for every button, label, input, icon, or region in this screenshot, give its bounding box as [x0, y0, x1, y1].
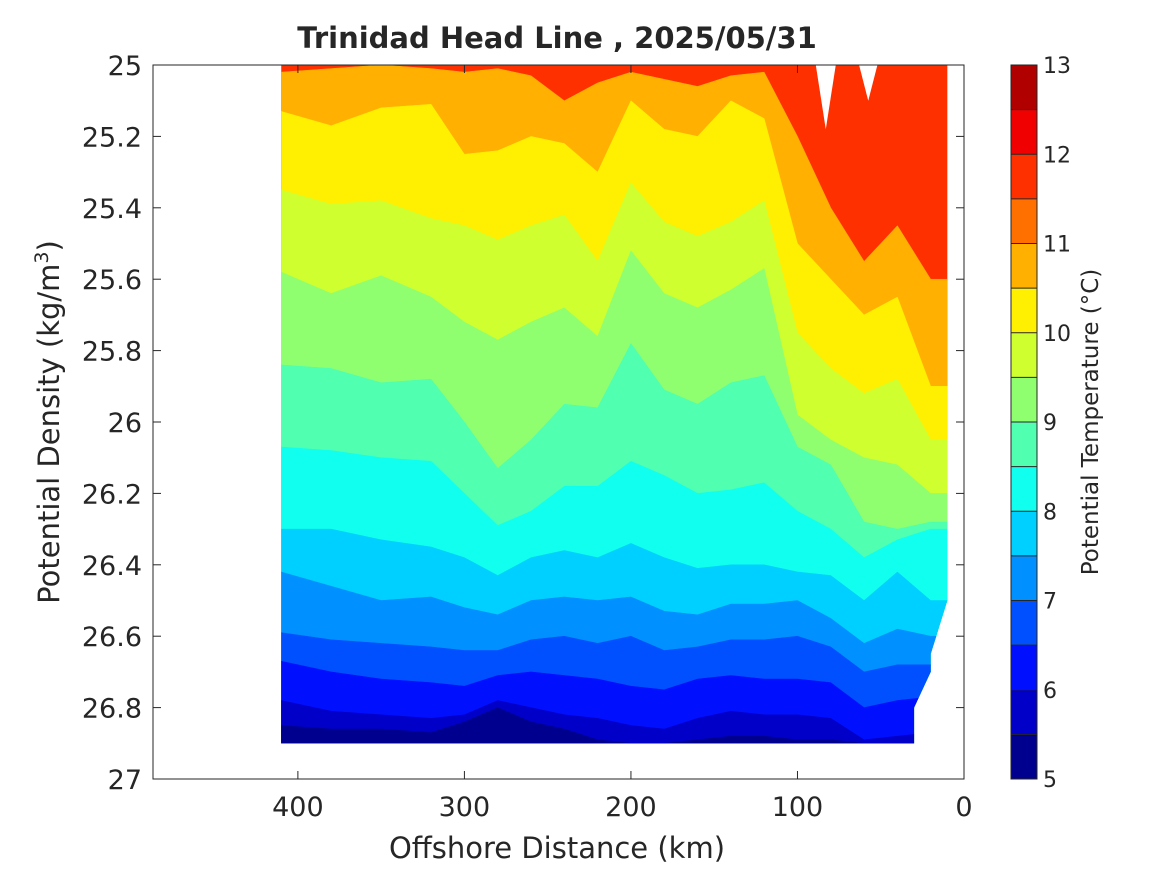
data-gap-2	[859, 65, 878, 101]
y-tick-label: 26.4	[82, 551, 142, 582]
y-axis-label-superscript: 3	[31, 251, 53, 263]
colorbar-segment	[1011, 288, 1037, 333]
colorbar-segment	[1011, 243, 1037, 289]
y-tick-label: 26.2	[82, 479, 142, 510]
colorbar-tick-label: 5	[1043, 768, 1057, 793]
colorbar-segment	[1011, 600, 1037, 646]
data-gap-1	[815, 65, 836, 130]
y-tick-label: 26.8	[82, 694, 142, 725]
colorbar-segment	[1011, 511, 1037, 556]
x-axis-label: Offshore Distance (km)	[389, 831, 725, 865]
colorbar-tick-label: 10	[1043, 322, 1071, 347]
colorbar-tick-label: 13	[1043, 54, 1071, 79]
y-tick-label: 25.8	[82, 337, 142, 368]
colorbar: 5 6 7 8 9 10 11 12 13	[1010, 54, 1071, 793]
y-tick-label: 25	[108, 51, 142, 82]
colorbar-segment	[1011, 154, 1037, 199]
colorbar-tick-label: 7	[1043, 590, 1057, 615]
y-axis-label-main: Potential Density (kg/m	[32, 264, 66, 604]
y-tick-label: 25.6	[82, 265, 142, 296]
colorbar-segment	[1011, 645, 1037, 690]
colorbar-segment	[1011, 555, 1037, 601]
colorbar-segment	[1011, 332, 1037, 378]
y-tick-label: 27	[108, 765, 142, 796]
missing-data-gaps	[815, 65, 878, 130]
y-tick-label: 26	[108, 408, 142, 439]
contour-band-5-5	[281, 707, 948, 744]
colorbar-segment	[1011, 65, 1037, 110]
colorbar-label: Potential Temperature (°C)	[1078, 269, 1104, 576]
colorbar-segment	[1011, 734, 1037, 779]
colorbar-segment	[1011, 377, 1037, 422]
y-tick-label: 25.2	[82, 122, 142, 153]
contour-fill-layer	[281, 65, 948, 744]
colorbar-segment	[1011, 109, 1037, 155]
colorbar-tick-label: 8	[1043, 500, 1057, 525]
y-tick-label: 25.4	[82, 194, 142, 225]
colorbar-segment	[1011, 466, 1037, 512]
colorbar-frame	[1010, 64, 1038, 780]
y-axis-label: Potential Density (kg/m3)	[31, 240, 66, 604]
y-axis-label-close: )	[32, 240, 66, 251]
colorbar-tick-label: 6	[1043, 679, 1057, 704]
x-tick-label: 400	[272, 792, 324, 823]
colorbar-segment	[1011, 422, 1037, 467]
colorbar-tick-label: 12	[1043, 143, 1071, 168]
x-tick-label: 300	[439, 792, 491, 823]
axes: 400 300 200 100 0 25 25.2 25.4 25.6 25.8 26 26.2 26.…	[82, 51, 973, 823]
x-tick-label: 200	[605, 792, 657, 823]
chart-title: Trinidad Head Line , 2025/05/31	[297, 21, 817, 55]
colorbar-segment	[1011, 689, 1037, 735]
x-tick-label: 100	[772, 792, 824, 823]
x-tick-label: 0	[955, 792, 972, 823]
colorbar-segment	[1011, 198, 1037, 244]
colorbar-tick-label: 11	[1043, 233, 1071, 258]
y-tick-label: 26.6	[82, 622, 142, 653]
colorbar-tick-label: 9	[1043, 411, 1057, 436]
